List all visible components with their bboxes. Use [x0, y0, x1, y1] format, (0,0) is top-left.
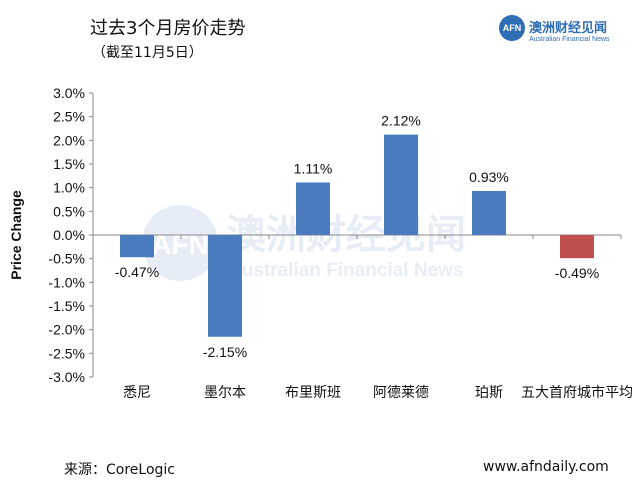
watermark-logo-badge: AFN — [151, 229, 209, 260]
watermark-logo-icon — [142, 205, 218, 281]
x-tick-label: 五大首府城市平均 — [521, 384, 633, 401]
y-tick-label: -1.5% — [48, 298, 85, 314]
data-label: -2.15% — [203, 344, 247, 360]
x-tick-label: 珀斯 — [475, 385, 503, 401]
data-label: -0.49% — [555, 265, 599, 281]
y-tick-label: 1.0% — [53, 180, 85, 196]
y-tick-label: -0.5% — [48, 251, 85, 267]
chart-bars — [120, 134, 594, 337]
y-tick-label: -2.0% — [48, 322, 85, 338]
bar — [472, 190, 506, 235]
y-tick-label: -2.5% — [48, 345, 85, 361]
chart-subtitle: （截至11月5日） — [92, 45, 203, 61]
y-tick-label: 3.0% — [53, 85, 85, 101]
y-tick-label: 2.5% — [53, 109, 85, 125]
watermark-name-en: Australian Financial News — [228, 260, 463, 281]
x-tick-label: 悉尼 — [123, 385, 151, 401]
chart-title: 过去3个月房价走势 — [90, 18, 246, 39]
afn-logo-icon: AFN — [499, 15, 525, 41]
y-tick-label: -1.0% — [48, 274, 85, 290]
x-tick-label: 布里斯班 — [285, 385, 341, 401]
afn-logo: AFN 澳洲财经见闻 Australian Financial News — [499, 15, 610, 55]
bar — [208, 235, 242, 337]
bar — [560, 235, 594, 259]
bar — [296, 182, 330, 235]
logo-name-cn: 澳洲财经见闻 — [529, 21, 608, 36]
y-tick-label: -3.0% — [48, 369, 85, 385]
chart-labels: -0.47% 悉尼 -2.15% 墨尔本 1.11% 布里斯班 2.12% 阿德莱德 0.93%… — [115, 113, 633, 401]
website-url: www.afndaily.com — [483, 459, 609, 475]
x-tick-label: 阿德莱德 — [373, 385, 429, 401]
y-axis-label: Price Change — [8, 190, 24, 280]
data-label: 0.93% — [469, 169, 509, 185]
data-label: 1.11% — [294, 160, 333, 176]
bar — [120, 235, 154, 258]
bar — [384, 134, 418, 235]
data-label: -0.47% — [115, 264, 159, 280]
source-note: 来源：CoreLogic — [64, 462, 175, 478]
y-tick-label: 0.5% — [53, 203, 85, 219]
y-tick-label: 0.0% — [53, 227, 85, 243]
chart-axes: 3.0% 2.5% 2.0% 1.5% 1.0% 0.5% 0.0% -0.5% -1.0% -1… — [48, 85, 622, 385]
logo-name-en: Australian Financial News — [529, 36, 610, 43]
y-tick-label: 2.0% — [53, 132, 85, 148]
x-tick-label: 墨尔本 — [204, 385, 246, 401]
y-tick-label: 1.5% — [53, 156, 85, 172]
data-label: 2.12% — [381, 113, 421, 129]
